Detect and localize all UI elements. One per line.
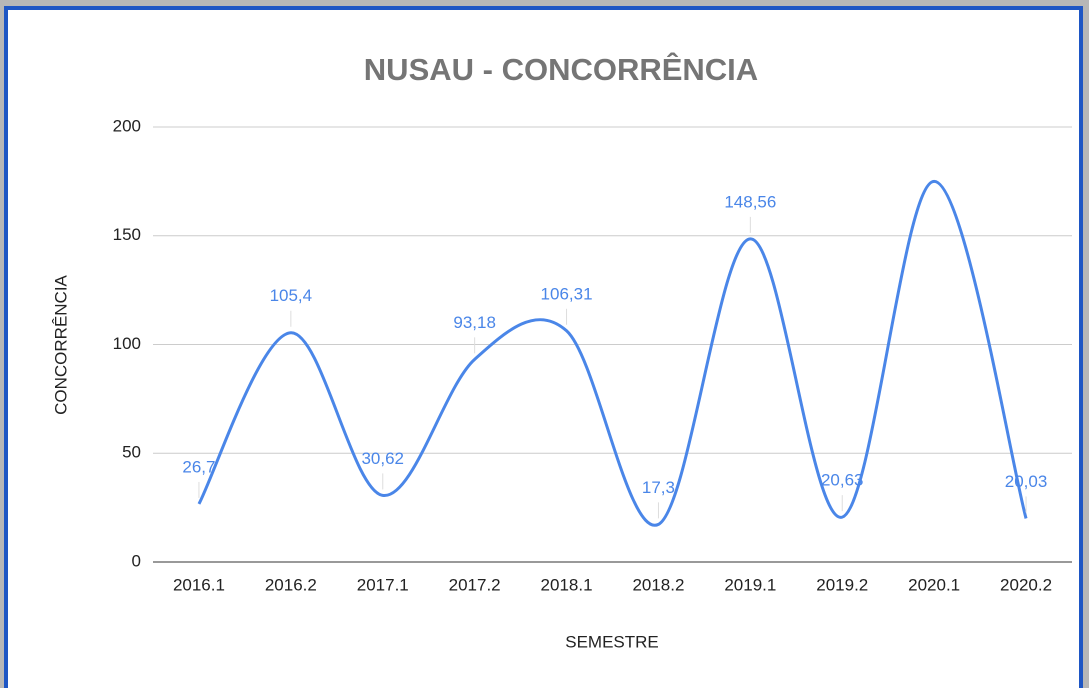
x-tick-label: 2018.2	[632, 575, 684, 594]
y-tick-label: 100	[113, 334, 141, 353]
y-axis-label: CONCORRÊNCIA	[51, 274, 70, 414]
y-tick-label: 50	[122, 443, 141, 462]
data-label: 17,3	[642, 478, 675, 497]
x-tick-label: 2020.1	[908, 575, 960, 594]
chart-panel	[4, 6, 1083, 688]
data-label: 105,4	[270, 286, 313, 305]
x-tick-label: 2018.1	[541, 575, 593, 594]
y-tick-label: 0	[132, 551, 141, 570]
data-label: 26,7	[182, 457, 215, 476]
data-label: 20,63	[821, 471, 864, 490]
data-label: 93,18	[453, 313, 496, 332]
x-tick-label: 2016.2	[265, 575, 317, 594]
x-tick-label: 2016.1	[173, 575, 225, 594]
data-label: 148,56	[724, 192, 776, 211]
y-tick-label: 200	[113, 116, 141, 135]
x-tick-label: 2019.2	[816, 575, 868, 594]
data-label: 30,62	[361, 449, 404, 468]
x-axis-label: SEMESTRE	[565, 632, 659, 651]
x-tick-label: 2017.1	[357, 575, 409, 594]
y-tick-label: 150	[113, 225, 141, 244]
x-tick-label: 2019.1	[724, 575, 776, 594]
x-tick-label: 2017.2	[449, 575, 501, 594]
data-line	[197, 179, 1028, 527]
chart-title: NUSAU - CONCORRÊNCIA	[364, 51, 758, 87]
data-label: 20,03	[1005, 472, 1048, 491]
data-label: 106,31	[541, 284, 593, 303]
x-tick-label: 2020.2	[1000, 575, 1052, 594]
